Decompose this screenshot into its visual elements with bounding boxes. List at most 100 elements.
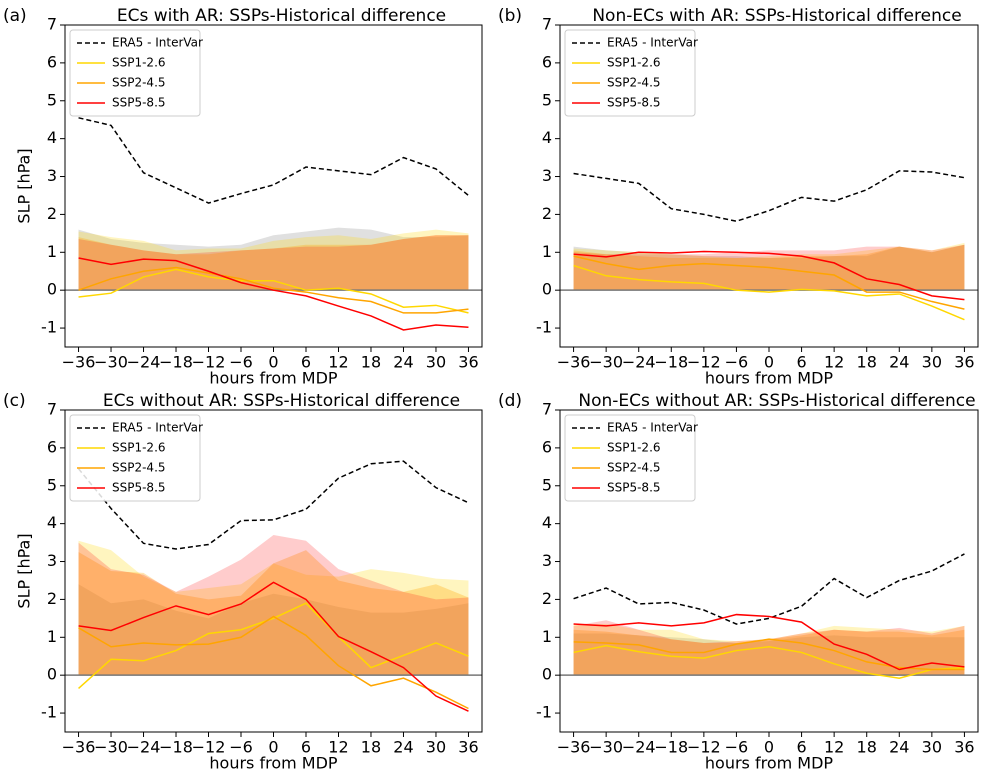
legend-label: ERA5 - InterVar bbox=[112, 421, 203, 435]
series-line bbox=[573, 638, 965, 671]
y-tick-label: 5 bbox=[542, 90, 552, 109]
spread-band bbox=[78, 227, 469, 291]
y-tick-label: 5 bbox=[47, 90, 57, 109]
x-tick-label: −6 bbox=[229, 738, 253, 757]
x-tick-label: 0 bbox=[764, 353, 774, 372]
y-tick-label: 7 bbox=[47, 15, 57, 34]
x-tick-label: 18 bbox=[361, 738, 381, 757]
y-tick-label: 3 bbox=[542, 551, 552, 570]
y-tick-label: 1 bbox=[542, 242, 552, 261]
series-line bbox=[77, 460, 469, 550]
y-tick-label: 6 bbox=[47, 52, 57, 71]
spread-band bbox=[573, 633, 965, 676]
legend-label: SSP1-2.6 bbox=[112, 441, 166, 455]
y-tick-label: -1 bbox=[536, 703, 552, 722]
x-tick-label: −36 bbox=[62, 738, 96, 757]
series-line bbox=[573, 264, 965, 321]
y-tick-label: 0 bbox=[47, 665, 57, 684]
x-tick-label: 12 bbox=[824, 353, 844, 372]
x-tick-label: 0 bbox=[268, 738, 278, 757]
y-tick-label: 4 bbox=[47, 513, 57, 532]
y-tick-label: 7 bbox=[47, 400, 57, 419]
x-tick-label: 12 bbox=[328, 353, 348, 372]
series-line bbox=[78, 266, 469, 314]
y-tick-label: 6 bbox=[542, 437, 552, 456]
x-tick-label: 0 bbox=[268, 353, 278, 372]
legend-label: SSP2-4.5 bbox=[607, 76, 661, 90]
x-axis-label: hours from MDP bbox=[209, 369, 338, 388]
x-tick-label: −18 bbox=[159, 353, 193, 372]
x-tick-label: −18 bbox=[654, 738, 688, 757]
y-tick-label: -1 bbox=[536, 318, 552, 337]
x-tick-label: 30 bbox=[922, 738, 942, 757]
x-tick-label: 6 bbox=[301, 353, 311, 372]
x-tick-label: −30 bbox=[589, 353, 623, 372]
panel-title: ECs with AR: SSPs-Historical difference bbox=[117, 6, 446, 26]
y-tick-label: 3 bbox=[542, 166, 552, 185]
x-tick-label: −6 bbox=[725, 738, 749, 757]
panel-label: (a) bbox=[3, 6, 27, 26]
x-axis-label: hours from MDP bbox=[705, 754, 834, 769]
x-tick-label: −24 bbox=[127, 353, 161, 372]
x-tick-label: −24 bbox=[622, 738, 656, 757]
x-tick-label: −30 bbox=[589, 738, 623, 757]
legend-label: SSP5-8.5 bbox=[112, 481, 166, 495]
y-tick-label: 2 bbox=[542, 204, 552, 223]
series-line bbox=[573, 170, 965, 223]
x-axis-label: hours from MDP bbox=[705, 369, 834, 388]
x-tick-label: −36 bbox=[557, 738, 591, 757]
series-line bbox=[78, 615, 469, 710]
x-tick-label: −24 bbox=[127, 738, 161, 757]
y-tick-label: 5 bbox=[47, 475, 57, 494]
y-tick-label: -1 bbox=[41, 318, 57, 337]
spread-band bbox=[78, 229, 469, 291]
series-line bbox=[78, 257, 469, 331]
legend-label: SSP2-4.5 bbox=[607, 461, 661, 475]
legend-label: SSP1-2.6 bbox=[607, 56, 661, 70]
legend-label: SSP1-2.6 bbox=[112, 56, 166, 70]
y-tick-label: 0 bbox=[542, 280, 552, 299]
x-tick-label: −12 bbox=[687, 353, 721, 372]
legend-label: SSP5-8.5 bbox=[607, 481, 661, 495]
x-tick-label: 30 bbox=[426, 353, 446, 372]
legend-label: SSP1-2.6 bbox=[607, 441, 661, 455]
spread-band bbox=[78, 235, 469, 291]
x-tick-label: −18 bbox=[654, 353, 688, 372]
y-tick-label: 4 bbox=[542, 128, 552, 147]
x-tick-label: 30 bbox=[922, 353, 942, 372]
panel-label: (c) bbox=[3, 391, 26, 411]
series-line bbox=[78, 268, 469, 314]
y-tick-label: 2 bbox=[542, 589, 552, 608]
series-line bbox=[78, 117, 469, 204]
x-tick-label: −12 bbox=[192, 353, 226, 372]
x-tick-label: 18 bbox=[857, 353, 877, 372]
spread-band bbox=[78, 550, 469, 676]
x-tick-label: 12 bbox=[824, 738, 844, 757]
panel-label: (d) bbox=[498, 391, 522, 411]
legend-box bbox=[564, 29, 696, 117]
y-tick-label: 4 bbox=[542, 513, 552, 532]
y-tick-label: 6 bbox=[47, 437, 57, 456]
x-tick-label: −24 bbox=[622, 353, 656, 372]
y-tick-label: 4 bbox=[47, 128, 57, 147]
series-line bbox=[573, 250, 965, 301]
series-line bbox=[573, 553, 965, 625]
x-tick-label: −12 bbox=[192, 738, 226, 757]
x-tick-label: 18 bbox=[361, 353, 381, 372]
legend-box bbox=[564, 414, 696, 502]
x-tick-label: 24 bbox=[393, 738, 413, 757]
x-tick-label: −30 bbox=[94, 353, 128, 372]
y-tick-label: -1 bbox=[41, 703, 57, 722]
y-tick-label: 1 bbox=[47, 242, 57, 261]
x-tick-label: 6 bbox=[301, 738, 311, 757]
y-tick-label: 3 bbox=[47, 551, 57, 570]
legend-label: ERA5 - InterVar bbox=[112, 36, 203, 50]
series-line bbox=[78, 602, 469, 689]
x-tick-label: −30 bbox=[94, 738, 128, 757]
y-tick-label: 0 bbox=[47, 280, 57, 299]
